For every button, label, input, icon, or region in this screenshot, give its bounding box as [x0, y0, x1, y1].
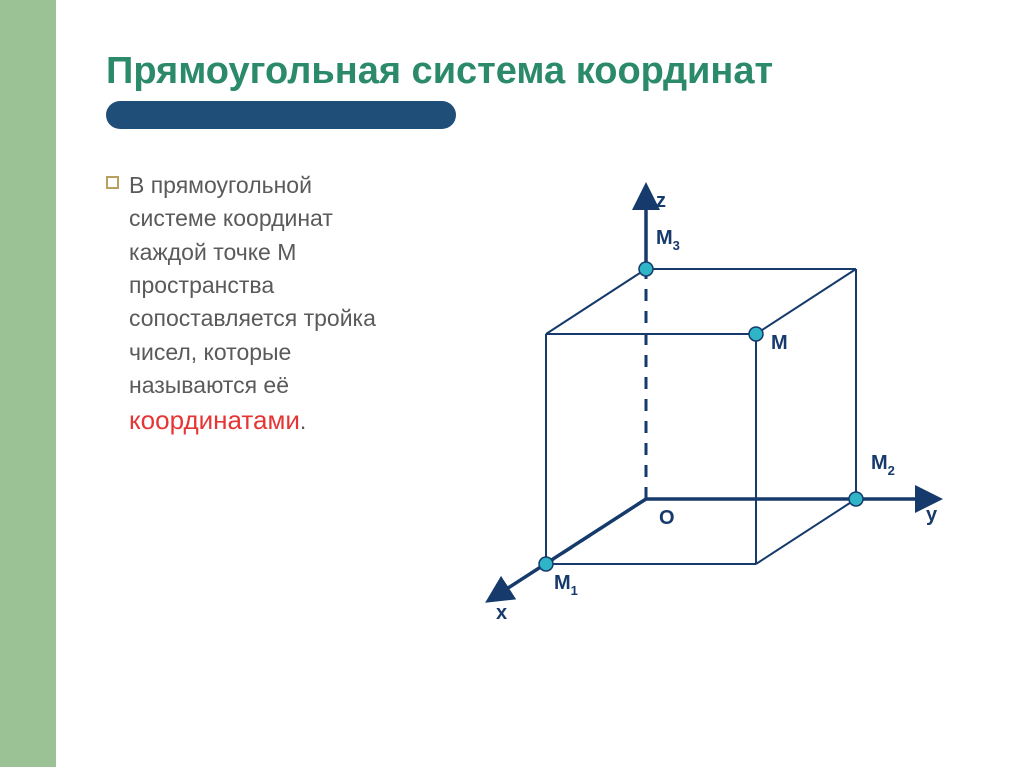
bullet-main-text: В прямоугольной системе координат каждой…	[129, 172, 376, 398]
y-label: y	[926, 504, 938, 526]
square-bullet-icon	[106, 176, 119, 189]
z-label: z	[656, 190, 666, 212]
x-label: x	[496, 602, 507, 624]
left-band	[0, 0, 56, 767]
slide-content: Прямоугольная система координат В прямоу…	[56, 0, 1024, 767]
bullet-text: В прямоугольной системе координат каждой…	[129, 169, 376, 440]
coordinate-cube-diagram: z y x O M M3 M2 M1	[396, 169, 956, 639]
diagram-column: z y x O M M3 M2 M1	[396, 169, 984, 644]
cube-edge	[756, 269, 856, 334]
m2-label: M2	[871, 452, 895, 478]
bullet-highlight: координатами	[129, 405, 300, 435]
point-m1	[539, 557, 553, 571]
text-column: В прямоугольной системе координат каждой…	[106, 169, 376, 644]
m-label: M	[771, 332, 788, 354]
bullet-after: .	[300, 408, 306, 434]
o-label: O	[659, 507, 675, 529]
point-m2	[849, 492, 863, 506]
bullet-item: В прямоугольной системе координат каждой…	[106, 169, 376, 440]
cube-edge	[756, 499, 856, 564]
slide-title: Прямоугольная система координат	[106, 50, 984, 93]
m1-label: M1	[554, 572, 578, 598]
point-m	[749, 327, 763, 341]
m3-label: M3	[656, 227, 680, 253]
cube-edge	[546, 269, 646, 334]
title-underline-bar	[106, 101, 456, 129]
body-row: В прямоугольной системе координат каждой…	[106, 169, 984, 644]
point-m3	[639, 262, 653, 276]
